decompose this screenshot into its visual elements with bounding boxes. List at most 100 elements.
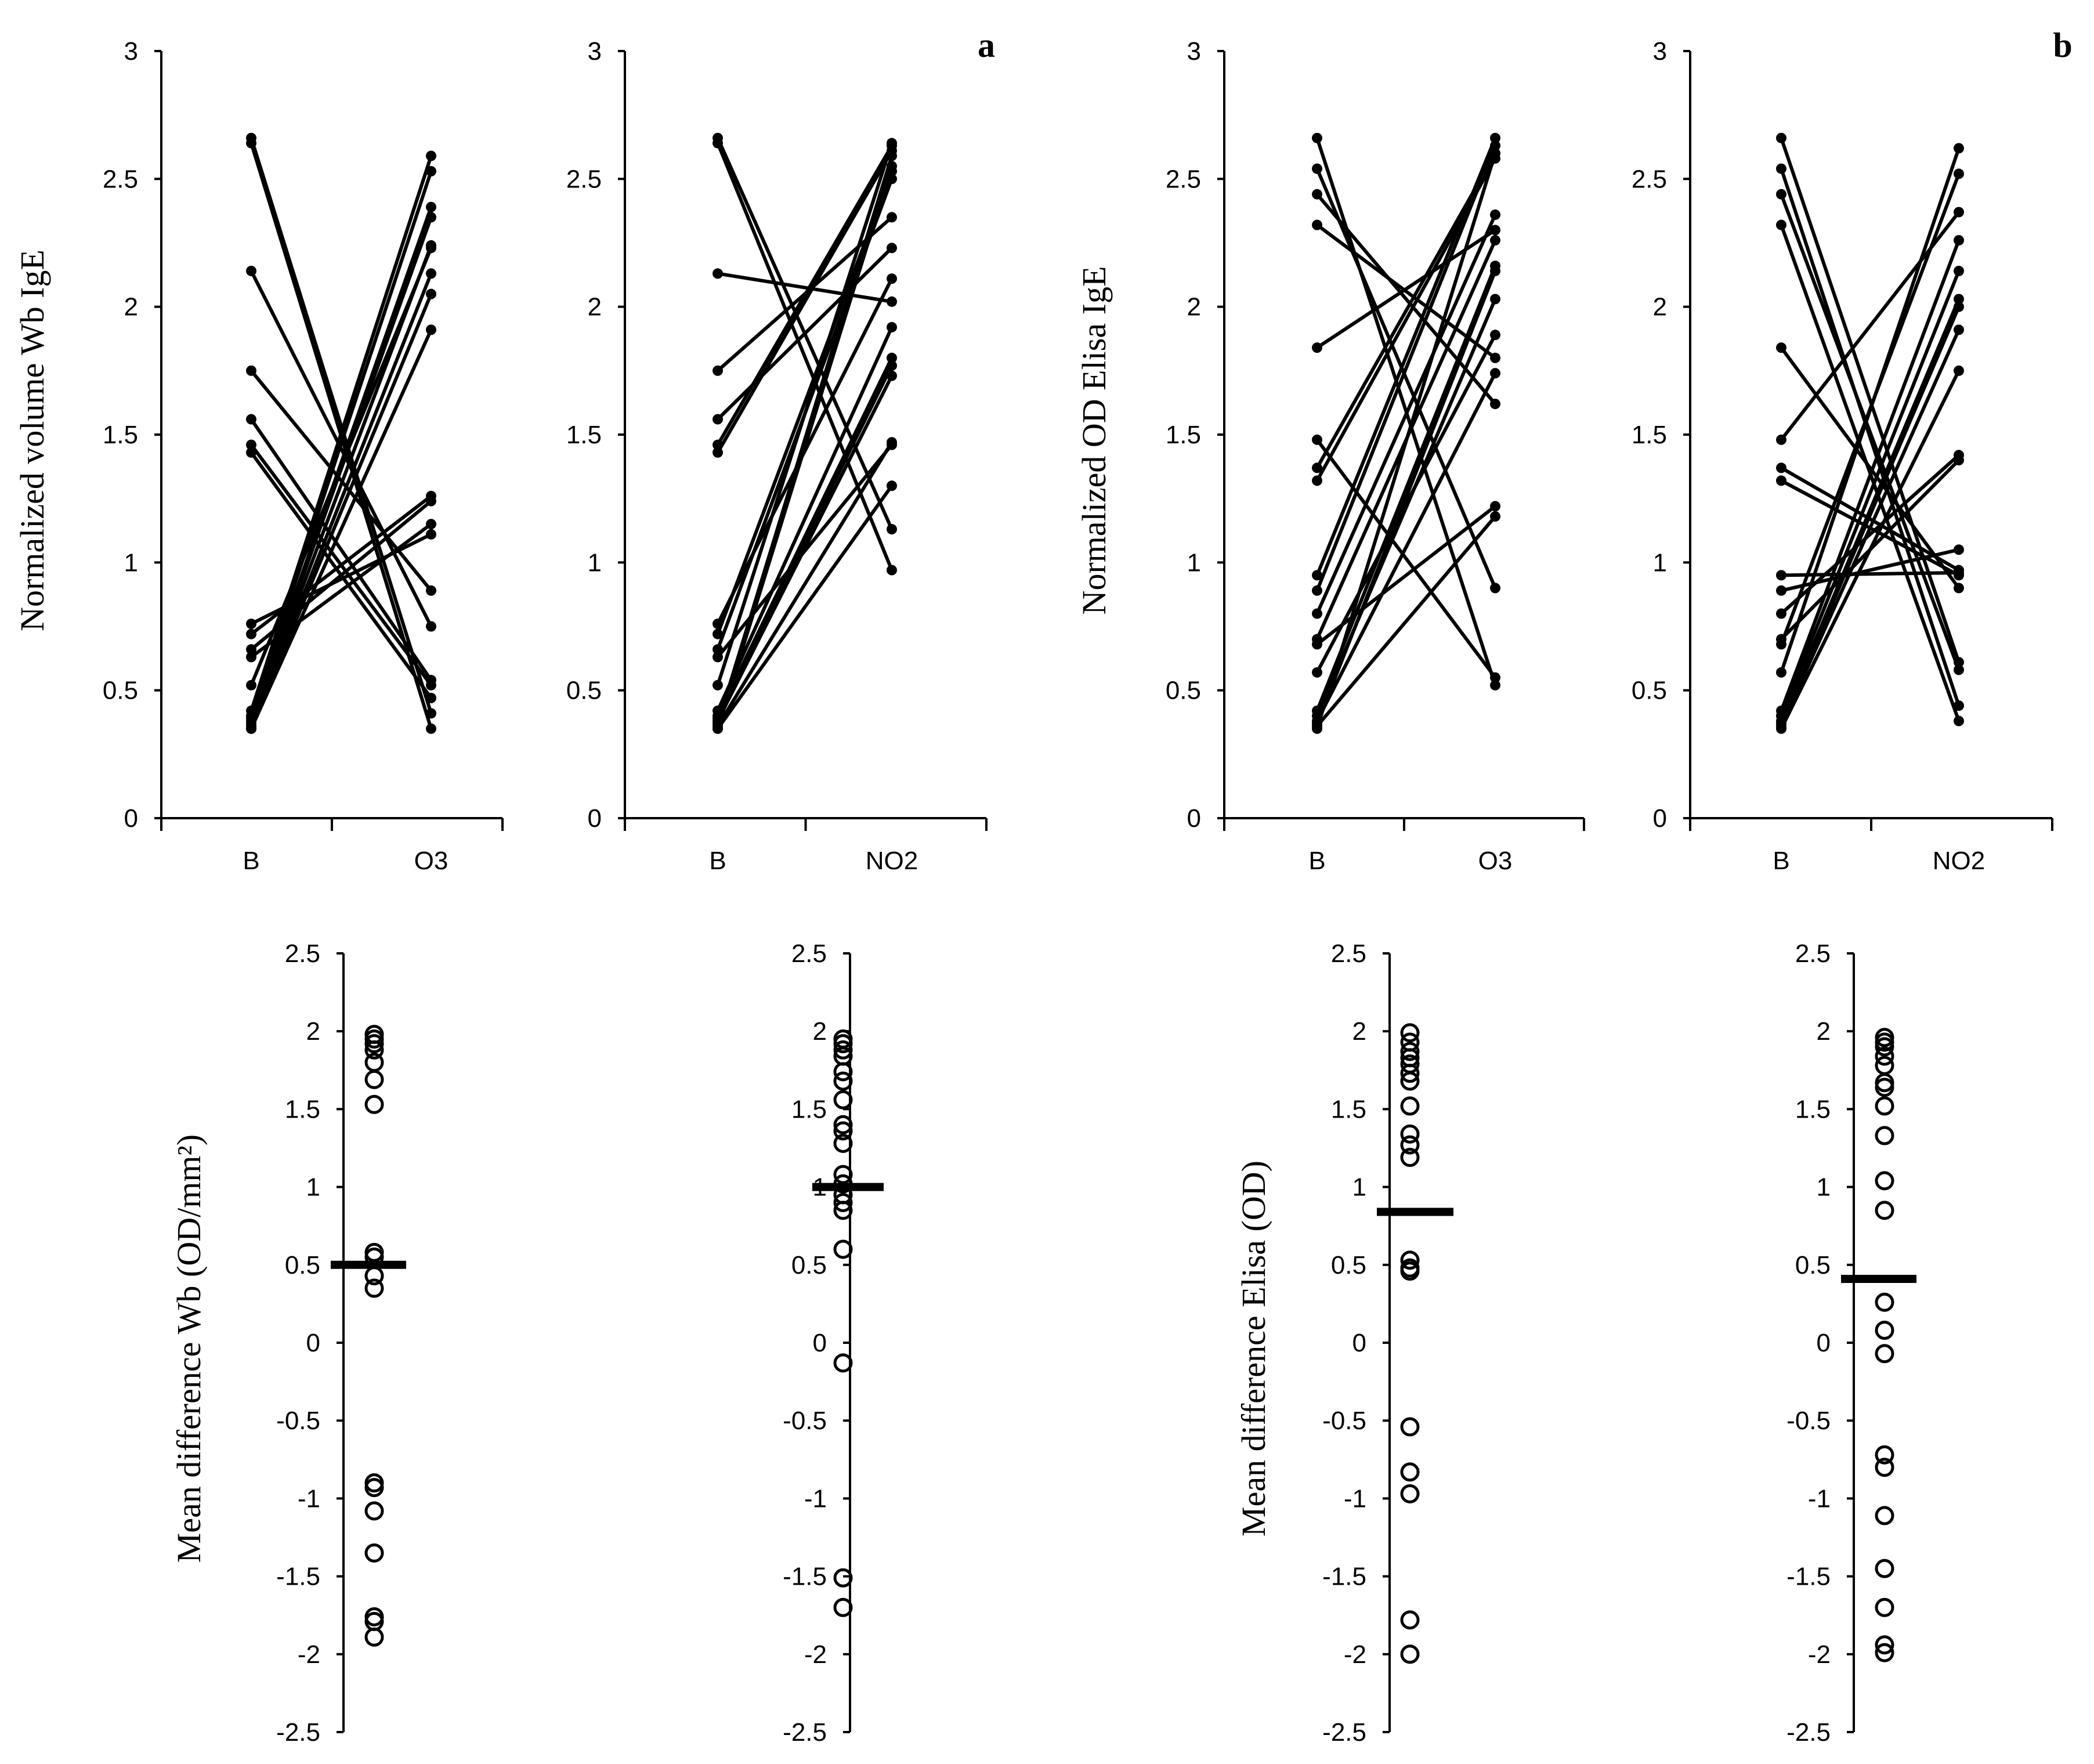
y-tick-label: 3 [124,37,138,66]
data-point [1954,365,1964,376]
difference-chart-3: -2.5 -2 -1.5 -1 -0.5 0 0.5 1 1.5 2 2.5 Mean differe… [1235,939,1453,1747]
y-tick-label: 1.5 [1331,1095,1366,1123]
pair-line [1315,214,1497,614]
difference-point [833,1034,853,1054]
y-tick-label: 0 [813,1329,827,1357]
difference-point [833,1597,853,1617]
data-point [1776,667,1786,678]
x-category-label: B [1773,847,1789,875]
data-point [246,619,256,630]
y-tick-label: 0 [124,804,138,833]
pair-line [716,441,894,727]
data-point [246,447,256,458]
y-tick-label: -0.5 [1322,1407,1366,1435]
data-point [1954,265,1964,276]
y-tick-label: 0.5 [566,677,602,705]
pair-line [716,375,894,722]
data-point [1312,475,1322,486]
difference-point [1400,1261,1420,1281]
y-tick-label: 2.5 [1632,165,1667,193]
pair-line [1780,329,1961,727]
y-tick-label: 2.5 [1166,165,1201,193]
difference-point [364,1627,384,1647]
data-point [426,288,436,299]
data-point [1312,189,1322,200]
data-point [246,439,256,450]
pair-line [1780,346,1961,590]
difference-chart-1: -2.5 -2 -1.5 -1 -0.5 0 0.5 1 1.5 2 2.5 Mean differe… [170,939,406,1747]
y-tick-label: 0.5 [791,1251,827,1279]
data-point [1954,294,1964,305]
data-point [426,240,436,251]
data-point [713,447,723,458]
data-point [1954,700,1964,711]
data-point [1954,455,1964,466]
pair-line [716,247,894,421]
data-point [713,138,723,149]
difference-point [1875,1126,1894,1145]
data-point [1776,475,1786,486]
difference-point [833,1040,853,1060]
pair-line [717,272,892,303]
difference-point [1875,1344,1894,1364]
y-tick-label: -2 [1808,1640,1831,1669]
pair-line [716,144,894,446]
data-point [1954,207,1964,218]
y-tick-label: 1.5 [103,421,138,449]
y-tick-label: 1 [588,548,602,577]
difference-point [364,1040,384,1060]
y-tick-label: 1 [306,1173,320,1202]
data-point [887,321,897,332]
x-category-label: O3 [1478,847,1513,875]
y-tick-label: 1 [1352,1173,1366,1202]
y-tick-label: -2.5 [1322,1718,1366,1747]
data-point [1490,132,1500,143]
y-tick-label: 1.5 [1166,421,1201,449]
panel-label-a: a [978,26,995,64]
difference-point [364,1278,384,1298]
y-tick-label: 2.5 [566,165,602,193]
difference-point [1400,1148,1420,1167]
difference-point [1875,1445,1894,1465]
pair-line [1315,137,1497,576]
pair-line [1780,240,1961,711]
data-point [246,138,256,149]
y-tick-label: -2 [1344,1640,1366,1669]
data-point [887,565,897,576]
data-point [887,296,897,307]
data-point [1490,511,1500,522]
y-tick-label: 1.5 [1632,421,1667,449]
pair-line [249,171,433,717]
pair-line [1780,370,1961,730]
y-tick-label: 0 [1187,804,1201,833]
pair-line [716,165,894,729]
difference-point [364,1543,384,1563]
x-category-label: O3 [414,847,449,875]
data-point [1776,342,1786,353]
panel-label-b: b [2053,26,2072,64]
y-axis-title: Mean difference Wb (OD/mm²) [170,1134,208,1563]
data-point [1776,163,1786,174]
difference-point [1875,1635,1894,1655]
y-tick-label: 2 [1653,293,1667,321]
pair-line [1780,193,1961,671]
y-tick-label: 0.5 [1632,677,1667,705]
y-tick-label: 1 [124,548,138,577]
data-point [887,273,897,284]
data-point [887,150,897,161]
y-tick-label: 0.5 [1166,677,1201,705]
pair-line [249,137,433,714]
difference-point [1400,1250,1420,1270]
y-tick-label: 0 [306,1329,320,1357]
x-category-label: NO2 [1933,847,1985,875]
pair-line [716,150,894,454]
data-point [1490,679,1500,691]
difference-point [833,1133,853,1153]
data-point [713,652,723,663]
y-tick-label: -2 [298,1640,320,1669]
difference-point [1875,1458,1894,1477]
data-point [426,585,436,596]
x-category-label: B [1308,847,1325,875]
pair-line [1315,144,1497,591]
difference-point [833,1071,853,1091]
